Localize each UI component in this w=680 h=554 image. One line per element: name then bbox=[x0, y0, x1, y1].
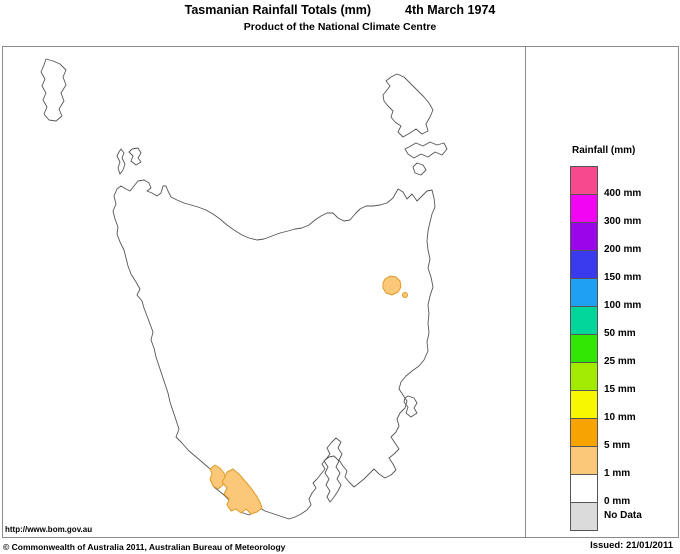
bruny-island-outline bbox=[323, 455, 342, 503]
rainfall-region-northeast-dot bbox=[402, 292, 408, 298]
legend-swatch-above-400 bbox=[571, 167, 597, 195]
legend-label-100: 100 mm bbox=[604, 300, 642, 311]
legend-label-15: 15 mm bbox=[604, 384, 636, 395]
clarke-island-outline bbox=[412, 162, 427, 176]
rainfall-regions-group bbox=[209, 275, 408, 515]
legend-swatch-no-data bbox=[571, 503, 597, 530]
maria-island-outline bbox=[403, 395, 418, 418]
legend-label-200: 200 mm bbox=[604, 244, 642, 255]
tasmania-mainland-outline bbox=[112, 179, 436, 520]
legend-title: Rainfall (mm) bbox=[572, 145, 636, 156]
footer-url: http://www.bom.gov.au bbox=[5, 525, 93, 534]
page-title: Tasmanian Rainfall Totals (mm) bbox=[184, 3, 372, 17]
page-subtitle: Product of the National Climate Centre bbox=[243, 21, 437, 33]
rainfall-region-southwest-east bbox=[221, 468, 263, 515]
three-hummock-island-outline bbox=[128, 147, 142, 166]
flinders-island-outline bbox=[382, 73, 434, 138]
rainfall-region-northeast bbox=[382, 275, 402, 296]
legend-swatch-300-400 bbox=[571, 195, 597, 223]
legend-label-10: 10 mm bbox=[604, 412, 636, 423]
legend-label-no-data: No Data bbox=[604, 510, 642, 521]
legend-swatch-50-100 bbox=[571, 307, 597, 335]
legend-label-300: 300 mm bbox=[604, 216, 642, 227]
legend-swatch-200-300 bbox=[571, 223, 597, 251]
king-island-outline bbox=[40, 58, 67, 122]
legend-label-0: 0 mm bbox=[604, 496, 631, 507]
legend-swatch-25-50 bbox=[571, 335, 597, 363]
legend-color-bar bbox=[570, 166, 598, 531]
hunter-island-outline bbox=[116, 148, 126, 175]
coastline-group bbox=[40, 58, 448, 520]
legend-swatch-0-1 bbox=[571, 475, 597, 503]
legend-label-50: 50 mm bbox=[604, 328, 636, 339]
legend-label-400: 400 mm bbox=[604, 188, 642, 199]
legend-label-5: 5 mm bbox=[604, 440, 631, 451]
legend-swatch-10-15 bbox=[571, 391, 597, 419]
legend-swatch-1-5 bbox=[571, 447, 597, 475]
copyright-text: © Commonwealth of Australia 2011, Austra… bbox=[3, 542, 286, 552]
map-legend-divider bbox=[525, 46, 526, 538]
legend-swatch-15-25 bbox=[571, 363, 597, 391]
page-date: 4th March 1974 bbox=[405, 3, 496, 17]
rainfall-region-southwest-west bbox=[209, 464, 227, 490]
legend-swatch-150-200 bbox=[571, 251, 597, 279]
legend-swatch-5-10 bbox=[571, 419, 597, 447]
legend-label-150: 150 mm bbox=[604, 272, 642, 283]
legend-label-25: 25 mm bbox=[604, 356, 636, 367]
title-bar: Tasmanian Rainfall Totals (mm) 4th March… bbox=[0, 3, 680, 17]
cape-barren-island-outline bbox=[404, 141, 448, 159]
map-frame bbox=[2, 46, 679, 538]
legend-swatch-100-150 bbox=[571, 279, 597, 307]
issued-text: Issued: 21/01/2011 bbox=[590, 540, 673, 551]
legend-label-1: 1 mm bbox=[604, 468, 631, 479]
